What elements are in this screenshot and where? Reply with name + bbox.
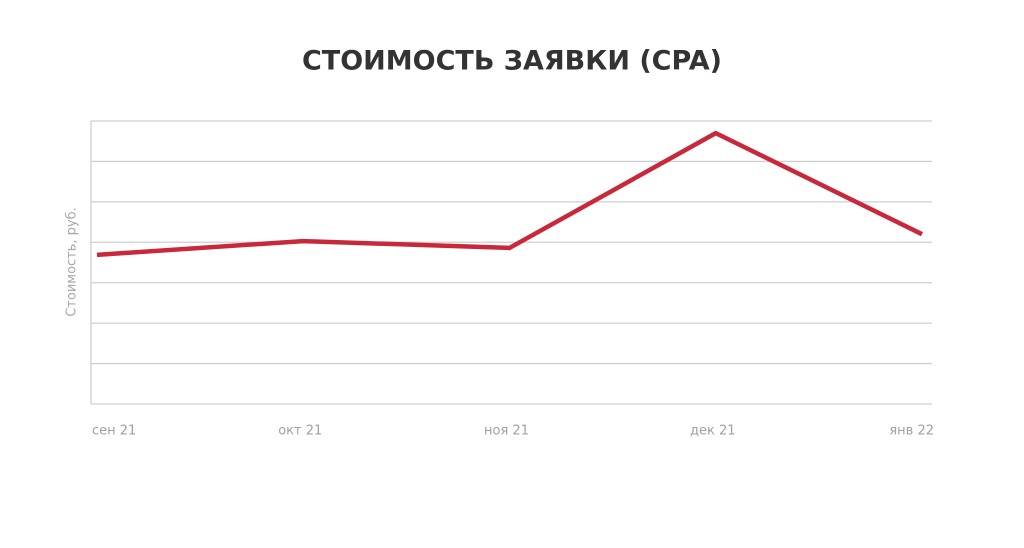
x-tick-label: дек 21	[690, 424, 736, 439]
x-tick-label: окт 21	[278, 424, 322, 439]
x-tick-label: ноя 21	[484, 424, 529, 439]
chart-title: СТОИМОСТЬ ЗАЯВКИ (CPA)	[302, 46, 722, 77]
x-tick-label: янв 22	[889, 424, 934, 439]
y-axis-label: Стоимость, руб.	[65, 207, 80, 317]
x-tick-label: сен 21	[92, 424, 136, 439]
data-line	[96, 130, 923, 258]
